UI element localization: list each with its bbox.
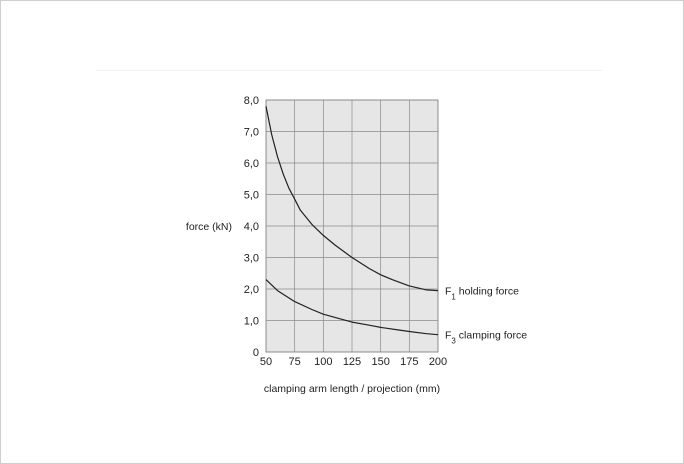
y-tick-label: 5,0 xyxy=(244,190,259,202)
x-tick-label: 200 xyxy=(429,356,447,368)
y-tick-label: 2,0 xyxy=(244,284,259,296)
series-label-1: F1 holding force xyxy=(445,286,519,302)
y-tick-label: 6,0 xyxy=(244,158,259,170)
x-tick-label: 75 xyxy=(289,356,301,368)
x-tick-label: 175 xyxy=(400,356,418,368)
x-axis-ticks: 50 75 100 125 150 175 200 xyxy=(260,356,447,368)
grid xyxy=(265,99,439,353)
series-line-2 xyxy=(265,279,439,336)
series-label-2: F3 clamping force xyxy=(445,330,527,346)
y-tick-label: 7,0 xyxy=(244,127,259,139)
series-line-1 xyxy=(265,106,439,292)
x-tick-label: 100 xyxy=(314,356,332,368)
y-tick-label: 0 xyxy=(253,347,259,359)
y-tick-label: 8,0 xyxy=(244,95,259,107)
x-tick-label: 125 xyxy=(343,356,361,368)
series-group xyxy=(265,106,439,336)
x-tick-label: 150 xyxy=(371,356,389,368)
x-axis-label: clamping arm length / projection (mm) xyxy=(264,383,440,395)
y-tick-label: 1,0 xyxy=(244,316,259,328)
x-tick-label: 50 xyxy=(260,356,272,368)
y-tick-label: 4,0 xyxy=(244,221,259,233)
y-axis-label: force (kN) xyxy=(186,221,232,233)
divider xyxy=(96,70,602,71)
series-labels: F1 holding force F3 clamping force xyxy=(445,286,527,346)
y-tick-label: 3,0 xyxy=(244,253,259,265)
y-axis-ticks: 0 1,0 2,0 3,0 4,0 5,0 6,0 7,0 8,0 xyxy=(244,95,259,359)
